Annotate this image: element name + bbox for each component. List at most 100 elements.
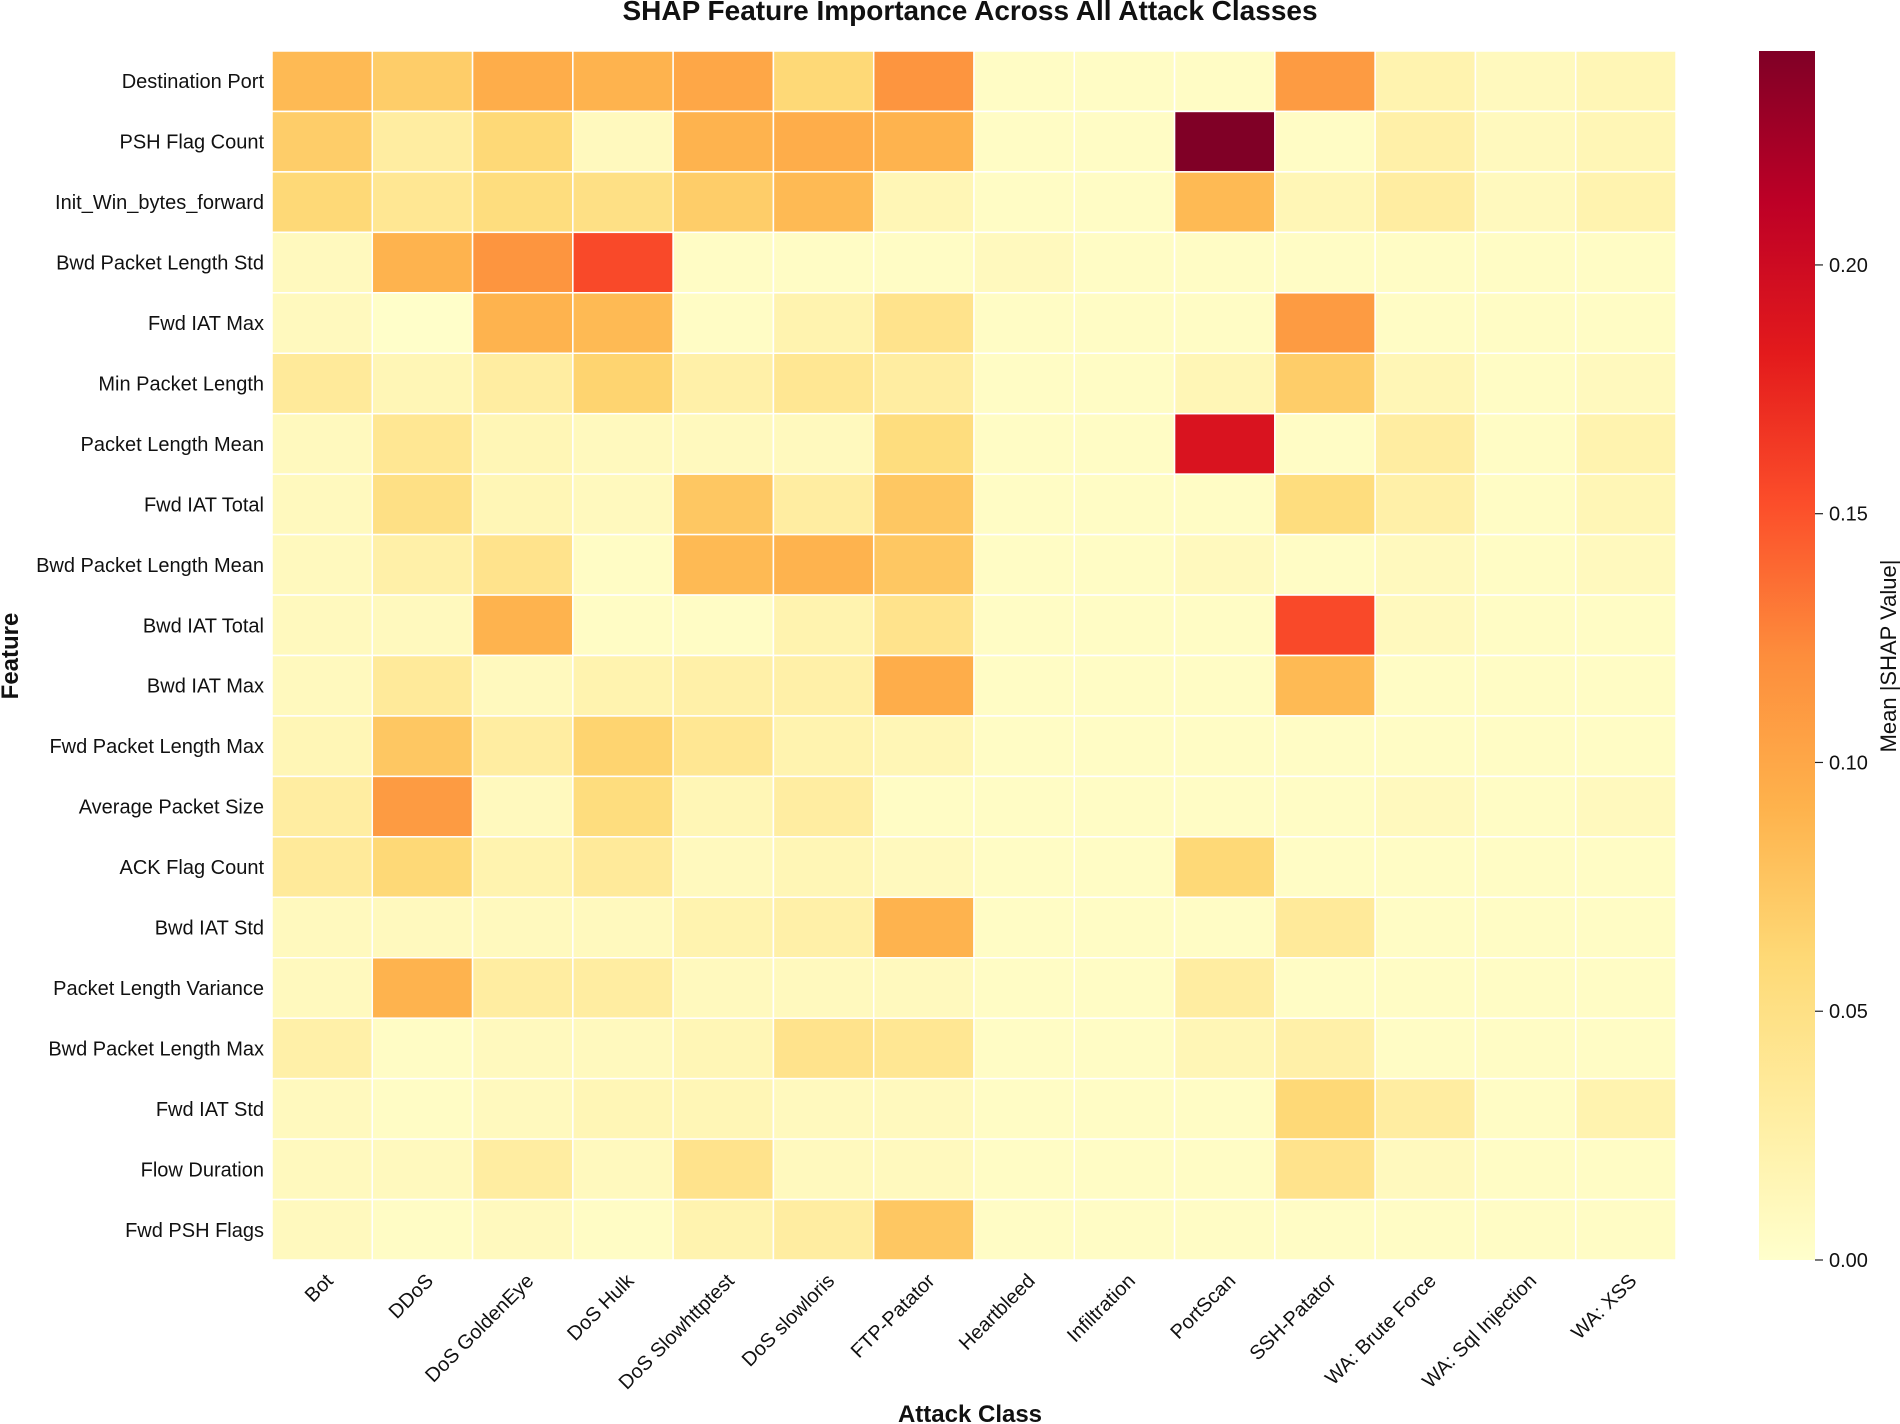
heatmap-cell [1574,594,1677,657]
heatmap-cell [471,110,574,173]
heatmap-cell [572,1017,674,1080]
heatmap-cell [1274,1017,1376,1080]
heatmap-cell [271,412,374,475]
heatmap-cell [1474,231,1577,294]
heatmap-cell [1173,957,1276,1019]
heatmap-cell [672,1017,775,1080]
heatmap-cell [973,473,1076,536]
heatmap-cell [471,654,574,717]
heatmap-cell [1574,1017,1677,1080]
heatmap-cell [1073,775,1176,838]
x-tick-label: WA: XSS [1567,1270,1641,1344]
heatmap-cell [973,654,1076,717]
heatmap-cell [872,171,975,234]
heatmap-cell [772,1138,875,1201]
heatmap-cell [1474,110,1577,173]
heatmap-cell [271,775,374,838]
heatmap-cell [271,352,374,415]
heatmap-cell [1374,594,1477,657]
heatmap-cell [271,594,374,657]
heatmap-cell [471,292,574,354]
heatmap-cell [672,957,775,1019]
heatmap-cell [872,896,975,959]
x-tick-label: DoS GoldenEye [421,1270,538,1387]
heatmap-cell [1073,896,1176,959]
heatmap-cell [1274,292,1376,354]
heatmap-cell [772,292,875,354]
heatmap-cell [371,352,474,415]
heatmap-cell [973,412,1076,475]
heatmap-cell [271,957,374,1019]
heatmap-cell [572,473,674,536]
heatmap-cell [1374,50,1477,113]
heatmap-cell [973,352,1076,415]
heatmap-cell [872,715,975,778]
heatmap-cell [1574,836,1677,899]
heatmap-cell [1173,292,1276,354]
heatmap-cell [371,171,474,234]
heatmap-cell [973,231,1076,294]
heatmap-cell [772,957,875,1019]
heatmap-cell [872,1198,975,1261]
heatmap-cell [1474,715,1577,778]
y-tick-label: Bwd Packet Length Max [48,1038,264,1060]
heatmap-cell [872,50,975,113]
heatmap-cell [371,473,474,536]
heatmap-cell [672,352,775,415]
colorbar-tick-label: 0.20 [1829,255,1868,277]
heatmap-cell [973,1077,1076,1140]
heatmap-cell [1474,50,1577,113]
heatmap-cell [1374,110,1477,173]
heatmap-cell [672,50,775,113]
heatmap-cell [1274,1077,1376,1140]
heatmap-cell [1474,412,1577,475]
heatmap-cell [371,1017,474,1080]
y-tick-label: ACK Flag Count [119,857,264,879]
heatmap-cell [1274,836,1376,899]
heatmap-cell [1374,896,1477,959]
heatmap-cell [371,50,474,113]
heatmap-cell [672,110,775,173]
heatmap-cell [1374,1077,1477,1140]
heatmap-cell [1274,654,1376,717]
y-tick-label: Bwd IAT Max [147,676,264,698]
heatmap-cell [271,110,374,173]
heatmap-cell [973,594,1076,657]
heatmap-cells [271,50,1677,1261]
heatmap-cell [271,654,374,717]
heatmap-cell [672,231,775,294]
heatmap-cell [973,171,1076,234]
heatmap-cell [1274,352,1376,415]
heatmap-cell [1173,50,1276,113]
heatmap-cell [572,775,674,838]
colorbar-label: Mean |SHAP Value| [1876,560,1900,753]
colorbar-tick-label: 0.10 [1829,752,1868,774]
heatmap-cell [572,50,674,113]
heatmap-cell [772,1077,875,1140]
heatmap-cell [1173,836,1276,899]
heatmap-cell [872,1017,975,1080]
heatmap-cell [572,533,674,596]
heatmap-cell [1374,957,1477,1019]
heatmap-cell [471,1077,574,1140]
heatmap-cell [1474,1017,1577,1080]
heatmap-cell [1574,50,1677,113]
heatmap-cell [1073,1077,1176,1140]
heatmap-cell [471,1198,574,1261]
heatmap-cell [371,957,474,1019]
y-tick-labels: Destination Port PSH Flag Count Init_Win_b… [36,71,264,1242]
heatmap-cell [271,836,374,899]
y-tick-label: Min Packet Length [98,373,264,395]
heatmap-cell [271,292,374,354]
heatmap-cell [1173,594,1276,657]
x-tick-label: Bot [301,1270,338,1307]
heatmap-cell [1173,1017,1276,1080]
chart-title: SHAP Feature Importance Across All Attac… [622,0,1317,26]
y-tick-label: Packet Length Mean [81,434,264,456]
heatmap-cell [371,1077,474,1140]
heatmap-cell [371,896,474,959]
colorbar [1759,51,1815,1260]
heatmap-cell [371,594,474,657]
